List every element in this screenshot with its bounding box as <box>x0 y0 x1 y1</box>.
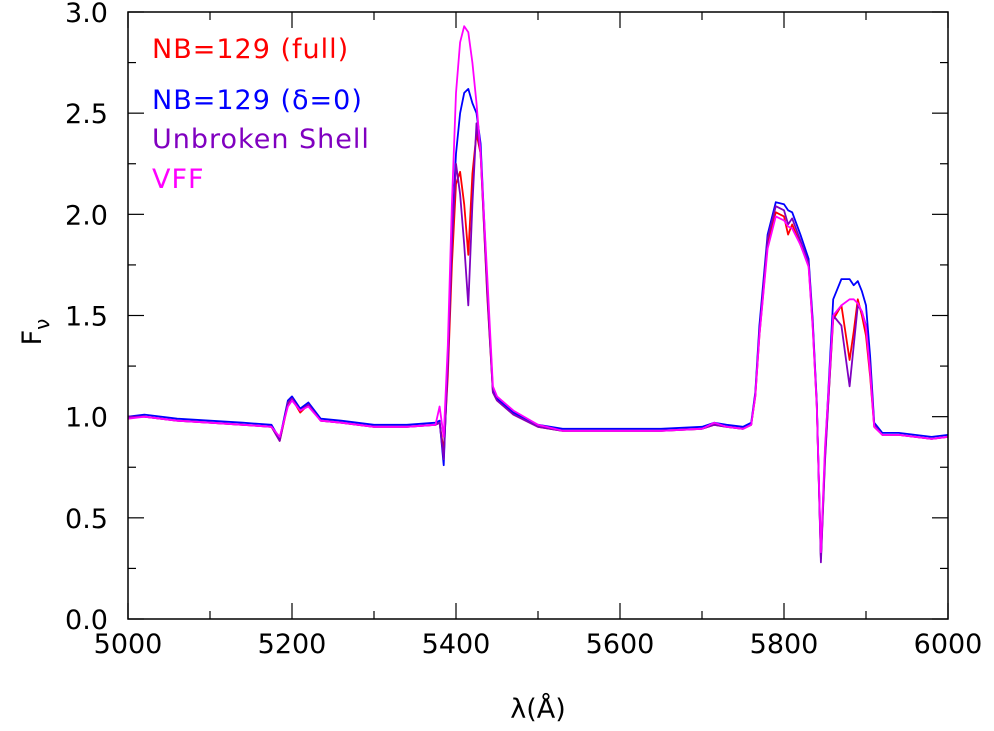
x-tick-label: 5000 <box>94 629 163 660</box>
x-tick-label: 5200 <box>258 629 327 660</box>
series-line-2 <box>128 122 949 564</box>
series-line-3 <box>127 25 949 554</box>
x-tick-label: 5400 <box>422 629 491 660</box>
x-axis-label: λ(Å) <box>510 693 566 725</box>
y-tick-label: 1.5 <box>65 302 108 333</box>
legend-entry-vff: VFF <box>152 164 205 195</box>
tick-labels: 5000 5200 5400 5600 5800 6000 0.0 0.5 1.0 1.5 2.0 2… <box>65 0 982 660</box>
svg-text:Fν: Fν <box>17 319 54 346</box>
y-tick-label: 2.0 <box>65 200 108 231</box>
y-tick-label: 2.5 <box>65 99 108 130</box>
series-lines <box>127 25 949 564</box>
x-tick-label: 5600 <box>586 629 655 660</box>
series-line-1 <box>127 88 949 560</box>
y-tick-label: 0.5 <box>65 504 108 535</box>
y-tick-label: 3.0 <box>65 0 108 29</box>
y-axis-label-sub: ν <box>30 319 54 330</box>
legend-entry-delta0: NB=129 (δ=0) <box>152 85 363 116</box>
y-tick-label: 0.0 <box>65 605 108 636</box>
legend: NB=129 (full) NB=129 (δ=0) Unbroken Shel… <box>152 34 370 195</box>
x-tick-label: 5800 <box>750 629 819 660</box>
legend-entry-unbroken-shell: Unbroken Shell <box>152 124 370 155</box>
y-tick-label: 1.0 <box>65 403 108 434</box>
y-axis-label-main: F <box>17 330 48 346</box>
plot-frame <box>127 11 949 620</box>
series-line-0 <box>128 132 949 560</box>
x-tick-label: 6000 <box>914 629 983 660</box>
legend-entry-full: NB=129 (full) <box>152 34 349 65</box>
y-axis-label: Fν <box>17 319 54 346</box>
